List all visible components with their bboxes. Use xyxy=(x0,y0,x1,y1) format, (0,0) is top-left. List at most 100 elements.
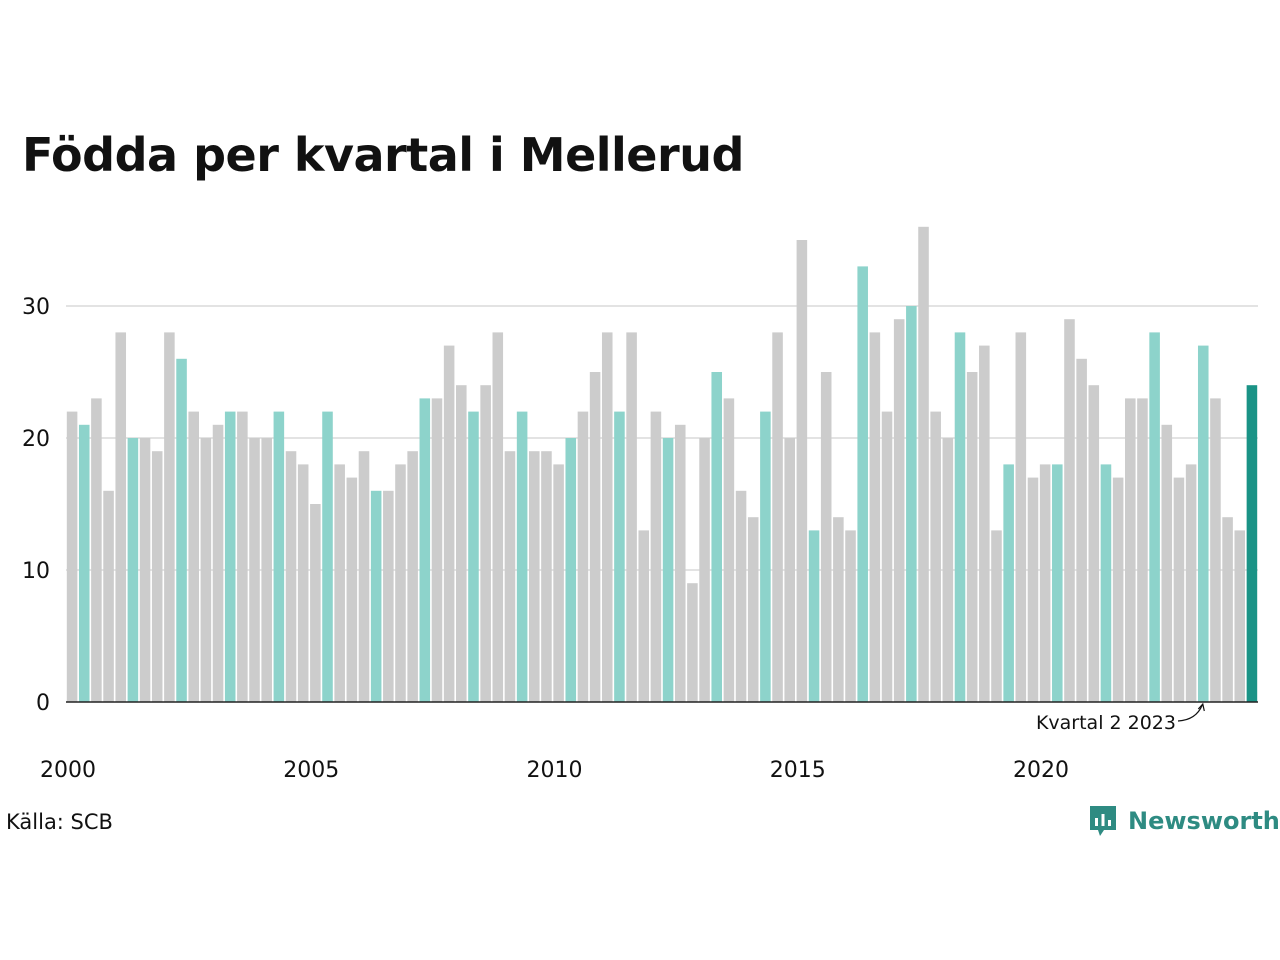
bar xyxy=(1161,424,1173,702)
bar xyxy=(127,438,139,702)
bar xyxy=(906,306,917,702)
bar xyxy=(1185,464,1197,702)
brand-name: Newsworthy xyxy=(1128,807,1280,835)
bar xyxy=(626,332,637,702)
bar xyxy=(954,332,966,702)
bar xyxy=(1027,477,1039,702)
bar xyxy=(480,385,491,702)
bar xyxy=(784,438,795,702)
bar xyxy=(979,345,990,702)
bar xyxy=(212,424,224,702)
x-tick-label: 2005 xyxy=(283,758,339,783)
bar xyxy=(1234,530,1246,702)
bar xyxy=(297,464,309,702)
brand-logo: Newsworthy xyxy=(1088,804,1280,838)
bar xyxy=(237,411,248,702)
bar xyxy=(285,451,297,702)
x-tick-label: 2020 xyxy=(1013,758,1069,783)
bar xyxy=(1125,398,1136,702)
bar xyxy=(273,411,285,702)
annotation-arrow xyxy=(1177,704,1203,722)
bar xyxy=(224,411,236,702)
bar xyxy=(687,583,698,702)
bar xyxy=(1197,345,1209,702)
bar xyxy=(869,332,881,702)
bar xyxy=(541,451,552,702)
y-tick-label: 20 xyxy=(22,427,50,452)
bar xyxy=(760,411,771,702)
bar xyxy=(492,332,504,702)
annotation-label: Kvartal 2 2023 xyxy=(1036,712,1176,734)
bar xyxy=(395,464,406,702)
bar xyxy=(565,438,577,702)
bar xyxy=(1149,332,1160,702)
bar xyxy=(857,266,868,702)
bar xyxy=(1003,464,1014,702)
bar xyxy=(383,490,394,702)
bar xyxy=(200,438,212,702)
x-tick-label: 2000 xyxy=(40,758,96,783)
source-label: Källa: SCB xyxy=(6,810,113,834)
bar xyxy=(1222,517,1233,702)
bar xyxy=(529,451,540,702)
bar xyxy=(151,451,163,702)
bar xyxy=(358,451,370,702)
bar xyxy=(66,411,78,702)
bar xyxy=(614,411,625,702)
bar xyxy=(78,424,90,702)
bar xyxy=(1088,385,1100,702)
bar xyxy=(1112,477,1124,702)
bar xyxy=(370,490,382,702)
x-tick-label: 2010 xyxy=(527,758,583,783)
bar xyxy=(808,530,820,702)
bar xyxy=(115,332,127,702)
bar xyxy=(893,319,905,702)
bar xyxy=(1015,332,1027,702)
bar xyxy=(735,490,747,702)
bar xyxy=(468,411,479,702)
bar xyxy=(747,517,759,702)
bar xyxy=(419,398,431,702)
bar xyxy=(966,372,978,702)
bar xyxy=(650,411,662,702)
bar xyxy=(845,530,856,702)
bar xyxy=(553,464,564,702)
y-tick-label: 30 xyxy=(22,295,50,320)
bar xyxy=(261,438,272,702)
bar xyxy=(516,411,528,702)
bar xyxy=(674,424,686,702)
bar xyxy=(601,332,613,702)
bar xyxy=(1137,398,1148,702)
bar xyxy=(930,411,941,702)
bar xyxy=(918,226,929,703)
bar xyxy=(431,398,443,702)
bar xyxy=(711,372,723,702)
bar xyxy=(662,438,674,702)
newsworthy-logo-icon xyxy=(1090,806,1116,836)
bars xyxy=(66,226,1258,703)
bar xyxy=(1064,319,1075,702)
bar xyxy=(346,477,358,702)
bar xyxy=(139,438,151,702)
bar xyxy=(310,504,321,702)
axes: 0 10 20 30 2000 2005 2010 2015 2020 xyxy=(22,295,1258,783)
bar xyxy=(1052,464,1063,702)
bar xyxy=(1173,477,1185,702)
bar xyxy=(188,411,199,702)
bar xyxy=(1210,398,1221,702)
bar xyxy=(1076,358,1087,702)
bar xyxy=(772,332,783,702)
y-tick-label: 0 xyxy=(36,691,50,716)
bar xyxy=(164,332,175,702)
bar xyxy=(699,438,710,702)
bar xyxy=(942,438,954,702)
annotation-arrowhead xyxy=(1197,702,1205,712)
bar xyxy=(796,240,808,702)
annotation: Kvartal 2 2023 xyxy=(1036,702,1205,734)
bar xyxy=(249,438,260,702)
bar xyxy=(1100,464,1112,702)
bar xyxy=(334,464,345,702)
bar xyxy=(504,451,516,702)
bar xyxy=(1246,385,1258,702)
bar xyxy=(991,530,1002,702)
